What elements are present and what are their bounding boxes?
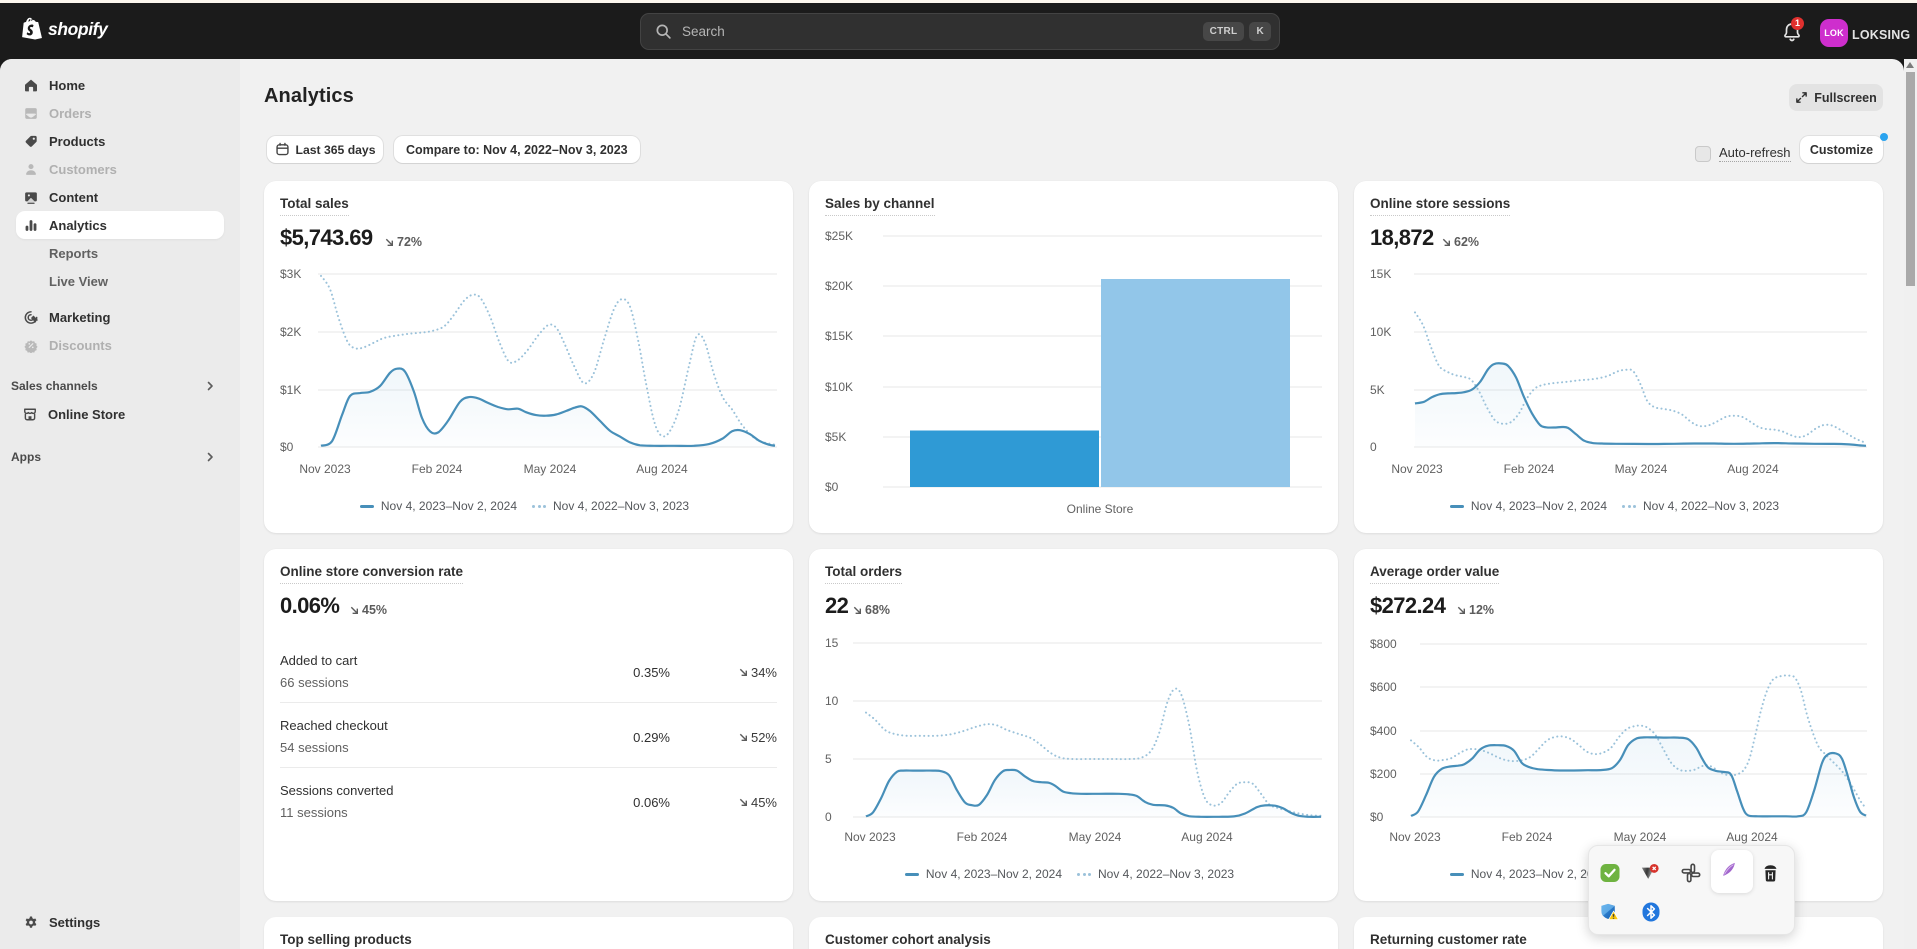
svg-text:5: 5 xyxy=(825,752,832,766)
svg-text:Aug 2024: Aug 2024 xyxy=(636,462,688,476)
svg-text:May 2024: May 2024 xyxy=(1614,830,1667,844)
svg-text:May 2024: May 2024 xyxy=(1069,830,1122,844)
svg-text:$600: $600 xyxy=(1370,680,1397,694)
svg-text:10K: 10K xyxy=(1370,325,1391,339)
svg-text:Feb 2024: Feb 2024 xyxy=(1502,830,1553,844)
svg-text:$200: $200 xyxy=(1370,767,1397,781)
svg-text:$0: $0 xyxy=(280,440,294,454)
svg-text:$25K: $25K xyxy=(825,229,853,243)
svg-text:$20K: $20K xyxy=(825,279,853,293)
svg-text:$5K: $5K xyxy=(825,430,846,444)
svg-text:$1K: $1K xyxy=(280,383,301,397)
svg-text:May 2024: May 2024 xyxy=(524,462,577,476)
svg-text:Aug 2024: Aug 2024 xyxy=(1726,830,1778,844)
svg-text:Feb 2024: Feb 2024 xyxy=(1504,462,1555,476)
svg-text:Feb 2024: Feb 2024 xyxy=(957,830,1008,844)
svg-text:Nov 2023: Nov 2023 xyxy=(1389,830,1441,844)
svg-text:15: 15 xyxy=(825,636,839,650)
svg-text:May 2024: May 2024 xyxy=(1615,462,1668,476)
svg-text:0: 0 xyxy=(1370,440,1377,454)
svg-text:Aug 2024: Aug 2024 xyxy=(1727,462,1779,476)
svg-text:Feb 2024: Feb 2024 xyxy=(412,462,463,476)
svg-text:Aug 2024: Aug 2024 xyxy=(1181,830,1233,844)
svg-text:$10K: $10K xyxy=(825,380,853,394)
svg-text:15K: 15K xyxy=(1370,267,1391,281)
svg-text:Online Store: Online Store xyxy=(1067,502,1134,516)
svg-text:$3K: $3K xyxy=(280,267,301,281)
svg-text:$400: $400 xyxy=(1370,724,1397,738)
svg-text:$0: $0 xyxy=(1370,810,1384,824)
svg-text:$15K: $15K xyxy=(825,329,853,343)
svg-text:Nov 2023: Nov 2023 xyxy=(844,830,896,844)
svg-text:$800: $800 xyxy=(1370,637,1397,651)
svg-text:Nov 2023: Nov 2023 xyxy=(299,462,351,476)
svg-text:$0: $0 xyxy=(825,480,839,494)
svg-text:0: 0 xyxy=(825,810,832,824)
svg-text:$2K: $2K xyxy=(280,325,301,339)
svg-text:Nov 2023: Nov 2023 xyxy=(1391,462,1443,476)
svg-text:10: 10 xyxy=(825,694,839,708)
svg-text:5K: 5K xyxy=(1370,383,1385,397)
